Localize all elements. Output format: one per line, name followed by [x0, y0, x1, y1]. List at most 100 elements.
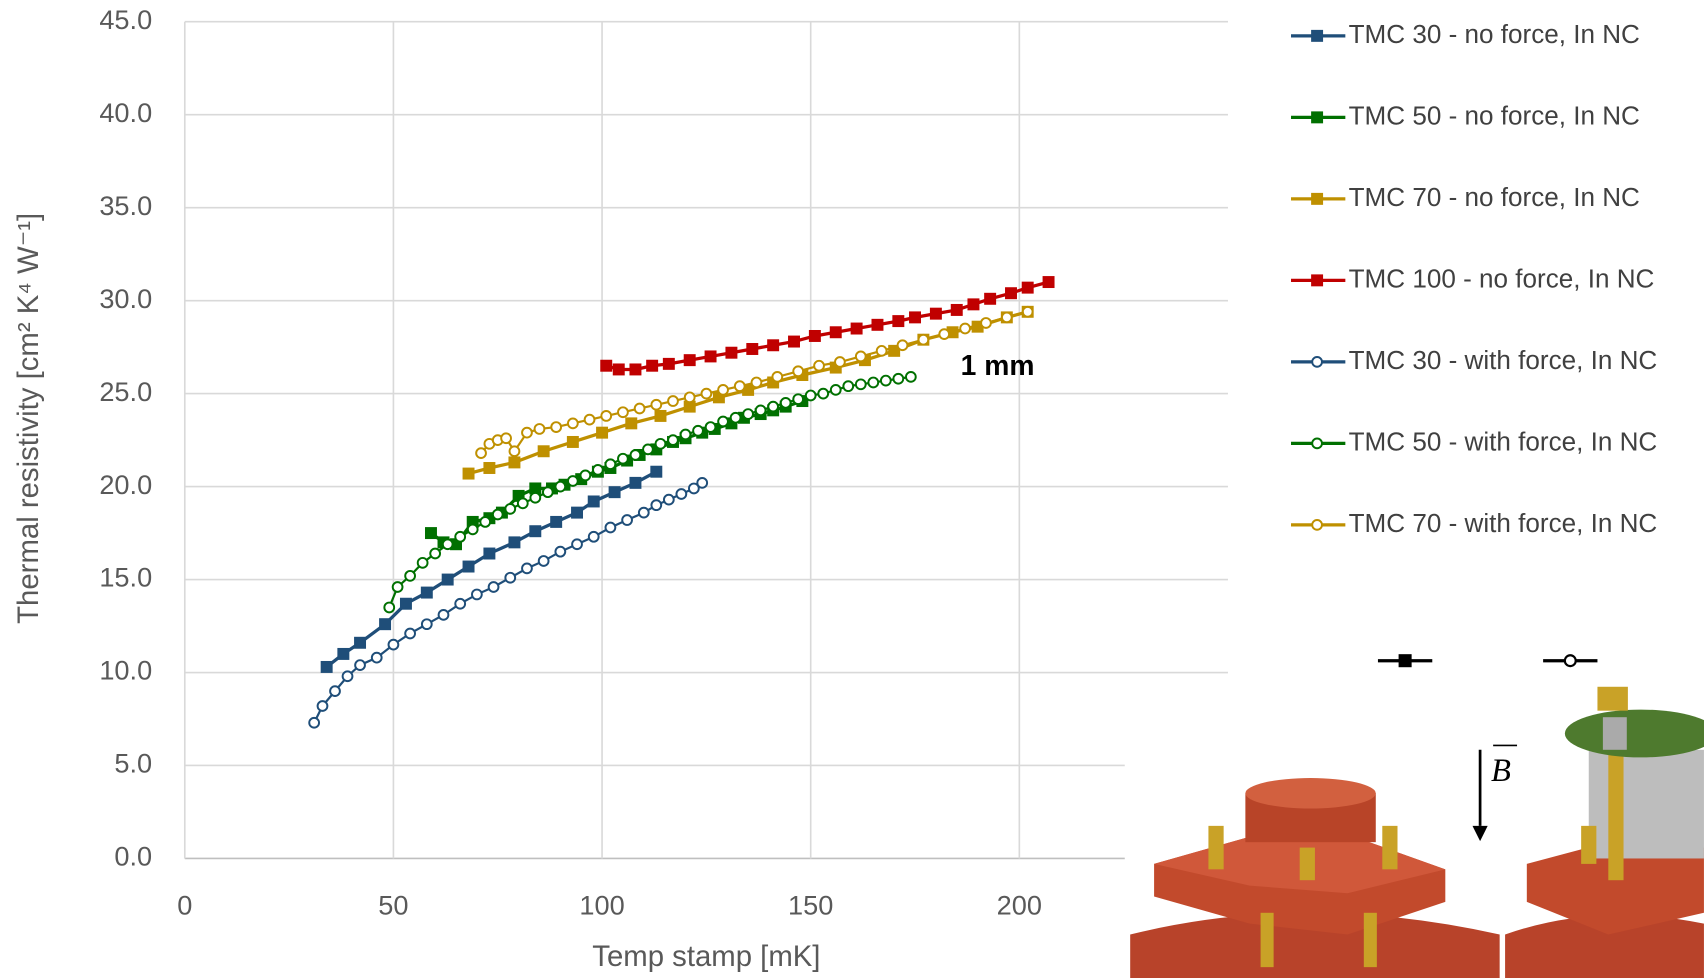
marker — [1002, 312, 1012, 322]
marker — [655, 410, 667, 422]
marker — [650, 466, 662, 478]
marker — [568, 418, 578, 428]
marker — [588, 495, 600, 507]
marker — [877, 346, 887, 356]
marker — [568, 476, 578, 486]
marker — [629, 363, 641, 375]
legend-marker — [1311, 111, 1323, 123]
marker — [651, 500, 661, 510]
legend-label: TMC 30 - no force, In NC — [1349, 19, 1640, 49]
marker — [701, 389, 711, 399]
y-tick-label: 5.0 — [114, 748, 152, 779]
y-tick-label: 30.0 — [99, 283, 152, 314]
legend-marker — [1311, 193, 1323, 205]
marker — [685, 392, 695, 402]
x-tick-label: 150 — [788, 890, 833, 921]
marker — [746, 343, 758, 355]
marker — [508, 536, 520, 548]
marker — [718, 417, 728, 427]
marker — [788, 336, 800, 348]
marker — [664, 495, 674, 505]
marker — [868, 378, 878, 388]
legend-marker — [1311, 274, 1323, 286]
marker — [752, 378, 762, 388]
marker — [718, 385, 728, 395]
marker — [585, 415, 595, 425]
marker — [463, 468, 475, 480]
marker — [705, 350, 717, 362]
marker — [629, 477, 641, 489]
y-tick-label: 45.0 — [99, 4, 152, 35]
inset-photo — [1125, 636, 1704, 978]
marker — [421, 587, 433, 599]
marker — [529, 525, 541, 537]
marker — [909, 311, 921, 323]
marker — [501, 433, 511, 443]
marker — [893, 374, 903, 384]
marker — [476, 448, 486, 458]
page: {"chart_data": {"type": "line", "x_label… — [0, 0, 1704, 978]
marker — [960, 324, 970, 334]
marker — [681, 430, 691, 440]
y-axis-title: Thermal resistivity [cm² K⁴ W⁻¹] — [12, 213, 45, 624]
marker — [772, 372, 782, 382]
marker — [551, 422, 561, 432]
marker — [508, 456, 520, 468]
y-tick-label: 15.0 — [99, 562, 152, 593]
marker — [601, 411, 611, 421]
marker — [430, 549, 440, 559]
marker — [756, 405, 766, 415]
marker — [309, 718, 319, 728]
legend-marker — [1312, 520, 1322, 530]
marker — [830, 326, 842, 338]
marker — [930, 308, 942, 320]
marker — [405, 629, 415, 639]
marker — [663, 358, 675, 370]
marker — [543, 487, 553, 497]
y-tick-label: 10.0 — [99, 655, 152, 686]
x-tick-label: 0 — [177, 890, 192, 921]
legend-label: TMC 50 - no force, In NC — [1349, 100, 1640, 130]
legend-label: TMC 70 - with force, In NC — [1349, 508, 1658, 538]
inset-label: B — [1491, 753, 1511, 789]
marker — [571, 507, 583, 519]
marker — [530, 493, 540, 503]
marker — [806, 391, 816, 401]
marker — [318, 701, 328, 711]
marker — [330, 686, 340, 696]
marker — [809, 330, 821, 342]
marker — [463, 561, 475, 573]
marker — [618, 454, 628, 464]
marker — [856, 352, 866, 362]
marker — [613, 363, 625, 375]
marker — [539, 556, 549, 566]
y-tick-label: 40.0 — [99, 97, 152, 128]
marker — [684, 354, 696, 366]
marker — [510, 446, 520, 456]
marker — [651, 400, 661, 410]
marker — [439, 610, 449, 620]
x-axis-title: Temp stamp [mK] — [592, 940, 820, 973]
marker — [379, 618, 391, 630]
marker — [522, 564, 532, 574]
legend-label: TMC 70 - no force, In NC — [1349, 182, 1640, 212]
marker — [455, 532, 465, 542]
marker — [881, 376, 891, 386]
marker — [843, 381, 853, 391]
marker — [643, 445, 653, 455]
marker — [343, 671, 353, 681]
marker — [981, 318, 991, 328]
marker — [693, 426, 703, 436]
marker — [555, 482, 565, 492]
marker — [831, 385, 841, 395]
marker — [405, 571, 415, 581]
marker — [538, 445, 550, 457]
y-tick-label: 20.0 — [99, 469, 152, 500]
marker — [425, 527, 437, 539]
grid: 0.05.010.015.020.025.030.035.040.045.005… — [99, 4, 1228, 921]
marker — [676, 489, 686, 499]
marker — [639, 508, 649, 518]
marker — [851, 323, 863, 335]
marker — [596, 427, 608, 439]
marker — [668, 435, 678, 445]
